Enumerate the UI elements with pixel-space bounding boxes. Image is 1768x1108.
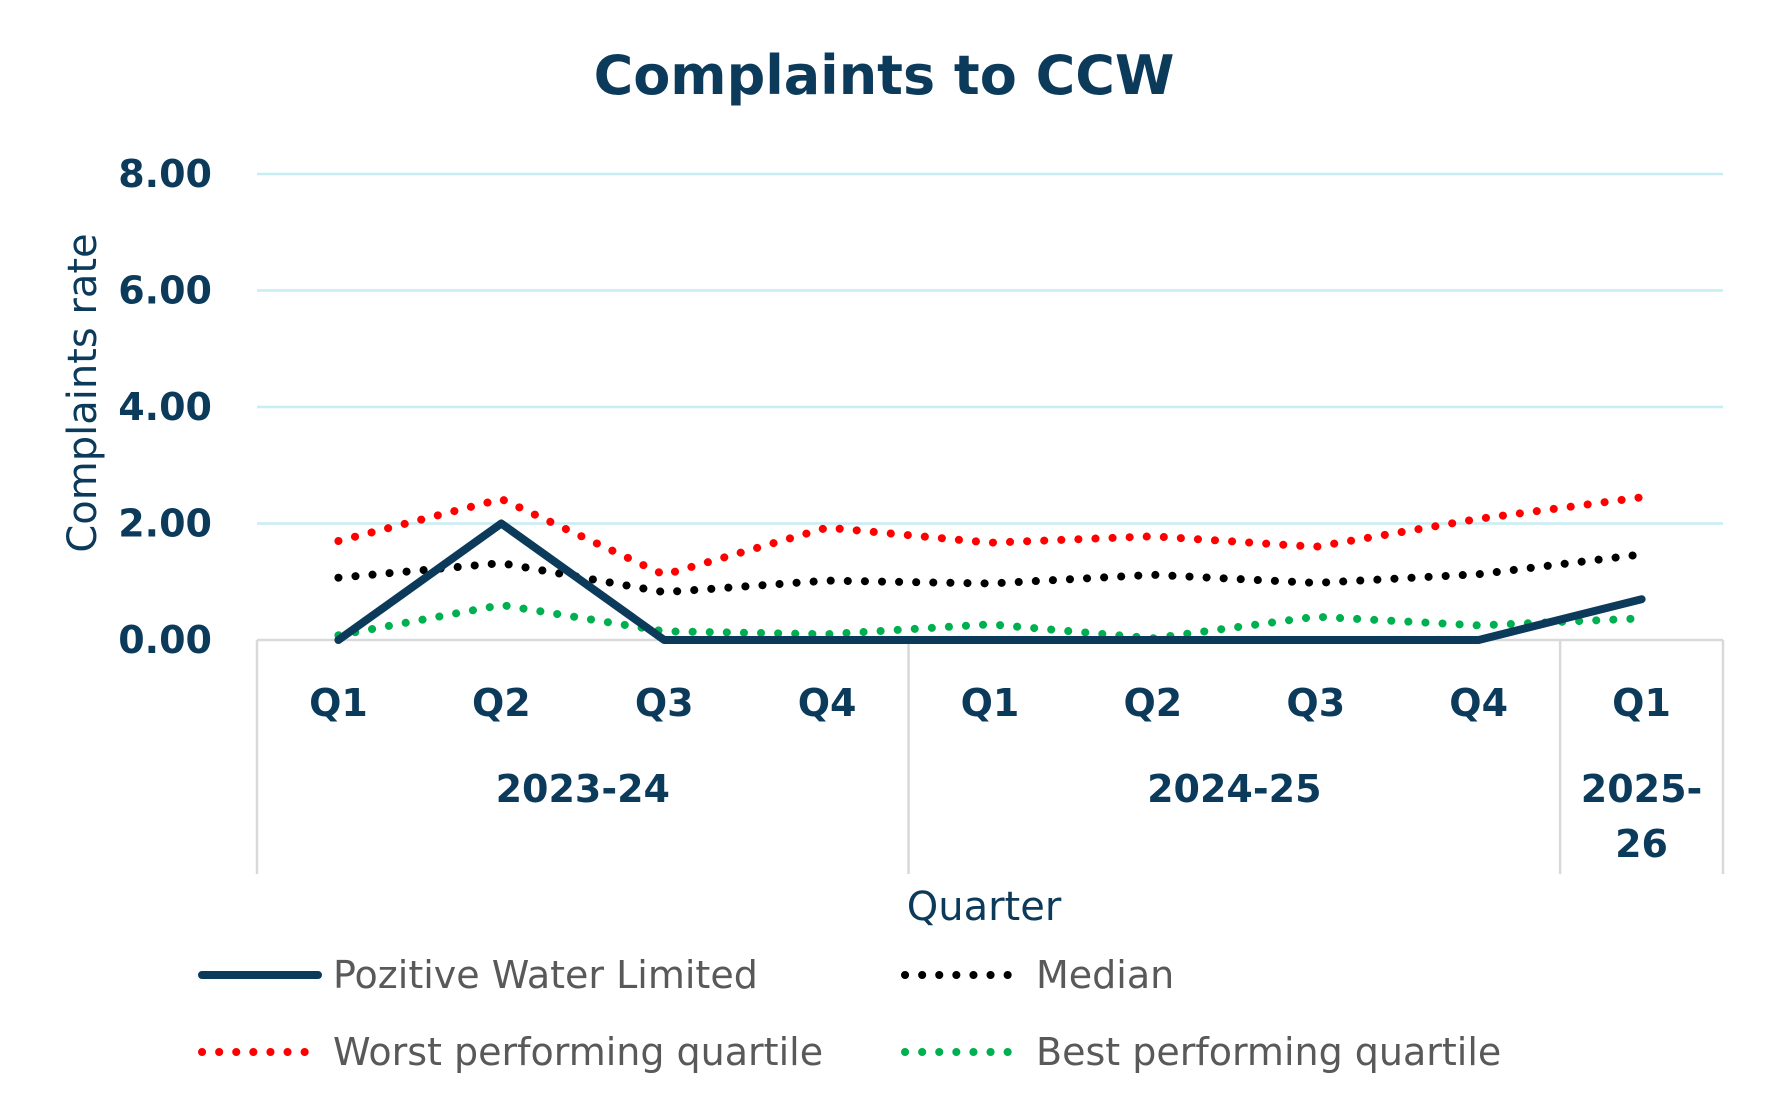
legend-label: Median [1036,953,1174,997]
legend-label: Pozitive Water Limited [333,953,758,997]
gridlines [257,172,1723,525]
series-line-pozitive-water-limited [334,519,1646,644]
x-tick-label: Q1 [961,681,1020,725]
group-label: 2025- [1581,767,1703,811]
legend-label: Worst performing quartile [333,1030,823,1074]
x-tick-label: Q1 [309,681,368,725]
x-tick-label: Q3 [1286,681,1345,725]
x-tick-label: Q1 [1612,681,1671,725]
x-axis: Q1 Q2 Q3 Q4 Q1 Q2 Q3 Q4 Q1 2023-24 2024-25 2025- 26 [255,638,1725,874]
group-label: 2023-24 [496,767,670,811]
series-line-worst-performing-quartile [334,493,1646,579]
series-lines [334,493,1646,644]
legend-label: Best performing quartile [1036,1030,1501,1074]
group-label: 2024-25 [1147,767,1321,811]
x-tick-label: Q3 [635,681,694,725]
series-line-median [334,550,1646,597]
x-tick-label: Q2 [1124,681,1183,725]
x-tick-label: Q4 [798,681,857,725]
y-axis-label: Complaints rate [60,233,106,552]
x-tick-label: Q2 [472,681,531,725]
legend: Pozitive Water Limited Median Worst perfor… [198,953,1501,1074]
y-tick-label: 8.00 [118,152,212,196]
series-line-best-performing-quartile [334,601,1646,643]
y-tick-label: 0.00 [118,618,212,662]
y-tick-label: 2.00 [118,502,212,546]
y-axis-ticks: 0.00 2.00 4.00 6.00 8.00 [118,152,212,662]
x-tick-label: Q4 [1449,681,1508,725]
y-tick-label: 4.00 [118,385,212,429]
y-tick-label: 6.00 [118,269,212,313]
x-axis-label: Quarter [907,884,1062,930]
chart-title: Complaints to CCW [594,44,1175,107]
group-label: 26 [1615,822,1668,866]
